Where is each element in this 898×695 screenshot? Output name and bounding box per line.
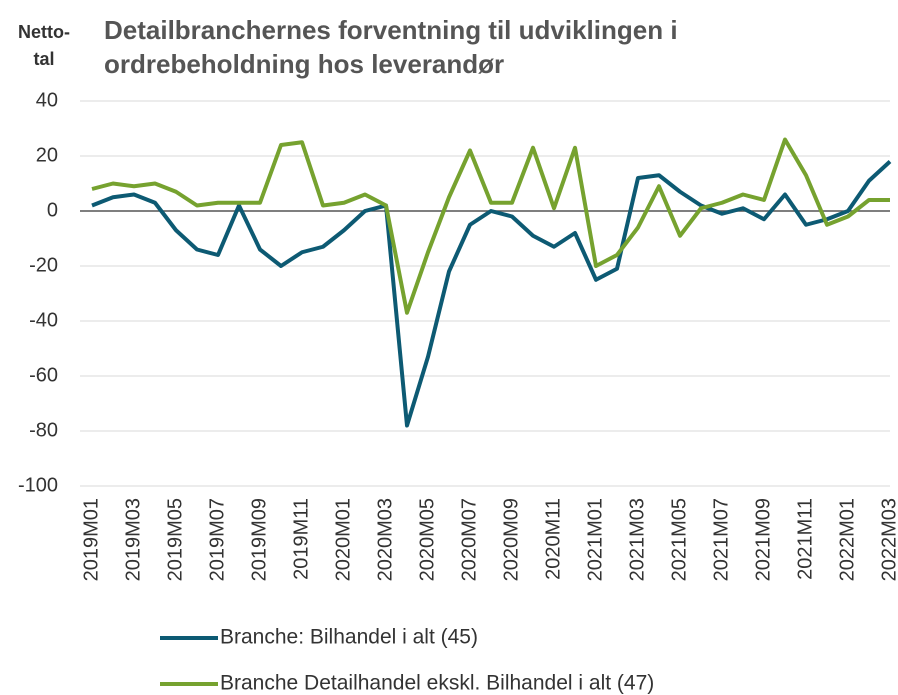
x-tick-label: 2021M07 <box>710 498 732 581</box>
y-tick-label: 40 <box>36 89 58 111</box>
x-tick-label: 2022M03 <box>878 498 898 581</box>
x-tick-label: 2019M01 <box>80 498 102 581</box>
x-tick-label: 2019M09 <box>248 498 270 581</box>
series-line <box>91 137 890 315</box>
x-tick-label: 2022M01 <box>836 498 858 581</box>
x-tick-label: 2019M07 <box>206 498 228 581</box>
x-tick-label: 2020M11 <box>542 498 564 580</box>
series-line <box>91 160 892 428</box>
x-tick-label: 2020M01 <box>332 498 354 581</box>
legend-label: Branche: Bilhandel i alt (45) <box>220 626 478 649</box>
chart-title: Detailbranchernes forventning til udvikl… <box>104 15 678 45</box>
x-tick-label: 2021M03 <box>626 498 648 581</box>
chart-title: ordrebeholdning hos leverandør <box>104 49 504 79</box>
x-tick-label: 2021M01 <box>584 498 606 581</box>
y-tick-label: -40 <box>29 309 58 331</box>
y-tick-label: -80 <box>29 419 58 441</box>
x-tick-label: 2020M09 <box>500 498 522 581</box>
y-tick-label: -20 <box>29 254 58 276</box>
x-tick-label: 2021M05 <box>668 498 690 581</box>
y-tick-label: -60 <box>29 364 58 386</box>
x-tick-label: 2020M07 <box>458 498 480 581</box>
x-tick-label: 2021M09 <box>752 498 774 581</box>
y-tick-label: 20 <box>36 144 58 166</box>
x-tick-label: 2020M05 <box>416 498 438 581</box>
x-tick-label: 2019M03 <box>122 498 144 581</box>
y-axis-label: Netto- <box>18 22 70 42</box>
x-tick-label: 2020M03 <box>374 498 396 581</box>
y-tick-label: 0 <box>47 199 58 221</box>
x-tick-label: 2019M11 <box>290 498 312 580</box>
x-tick-label: 2019M05 <box>164 498 186 581</box>
legend-label: Branche Detailhandel ekskl. Bilhandel i … <box>220 672 654 695</box>
x-tick-label: 2021M11 <box>794 498 816 580</box>
y-axis-label: tal <box>33 49 54 69</box>
y-tick-label: -100 <box>18 474 58 496</box>
